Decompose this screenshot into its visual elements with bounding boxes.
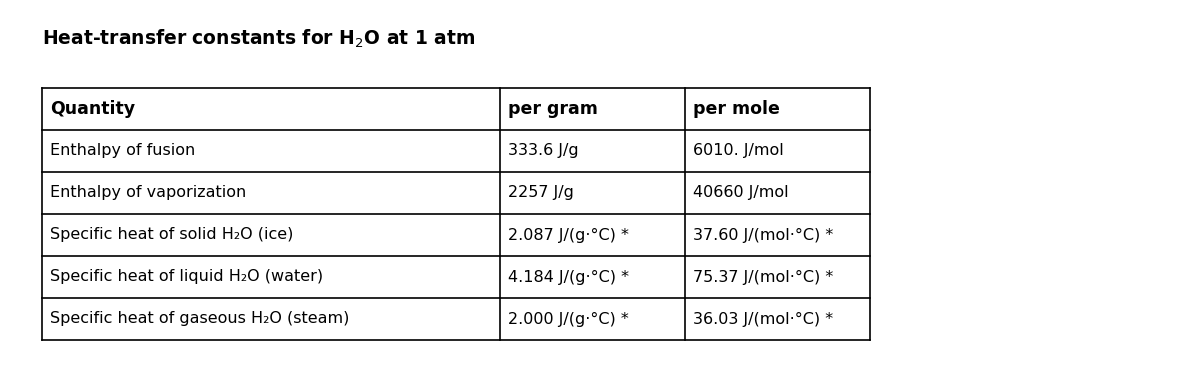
Text: per mole: per mole	[694, 100, 780, 118]
Text: Specific heat of liquid H₂O (water): Specific heat of liquid H₂O (water)	[50, 269, 323, 285]
Text: 40660 J/mol: 40660 J/mol	[694, 185, 788, 201]
Text: 36.03 J/(mol·°C) *: 36.03 J/(mol·°C) *	[694, 312, 833, 326]
Text: 2.087 J/(g·°C) *: 2.087 J/(g·°C) *	[508, 228, 629, 242]
Text: per gram: per gram	[508, 100, 598, 118]
Text: Specific heat of gaseous H₂O (steam): Specific heat of gaseous H₂O (steam)	[50, 312, 349, 326]
Text: 4.184 J/(g·°C) *: 4.184 J/(g·°C) *	[508, 269, 629, 285]
Text: 6010. J/mol: 6010. J/mol	[694, 143, 784, 158]
Text: Quantity: Quantity	[50, 100, 136, 118]
Text: Enthalpy of vaporization: Enthalpy of vaporization	[50, 185, 246, 201]
Text: Enthalpy of fusion: Enthalpy of fusion	[50, 143, 196, 158]
Text: Heat-transfer constants for H$_2$O at 1 atm: Heat-transfer constants for H$_2$O at 1 …	[42, 28, 475, 50]
Text: Specific heat of solid H₂O (ice): Specific heat of solid H₂O (ice)	[50, 228, 293, 242]
Text: 37.60 J/(mol·°C) *: 37.60 J/(mol·°C) *	[694, 228, 833, 242]
Text: 2.000 J/(g·°C) *: 2.000 J/(g·°C) *	[508, 312, 629, 326]
Text: 2257 J/g: 2257 J/g	[508, 185, 574, 201]
Text: 333.6 J/g: 333.6 J/g	[508, 143, 578, 158]
Text: 75.37 J/(mol·°C) *: 75.37 J/(mol·°C) *	[694, 269, 833, 285]
